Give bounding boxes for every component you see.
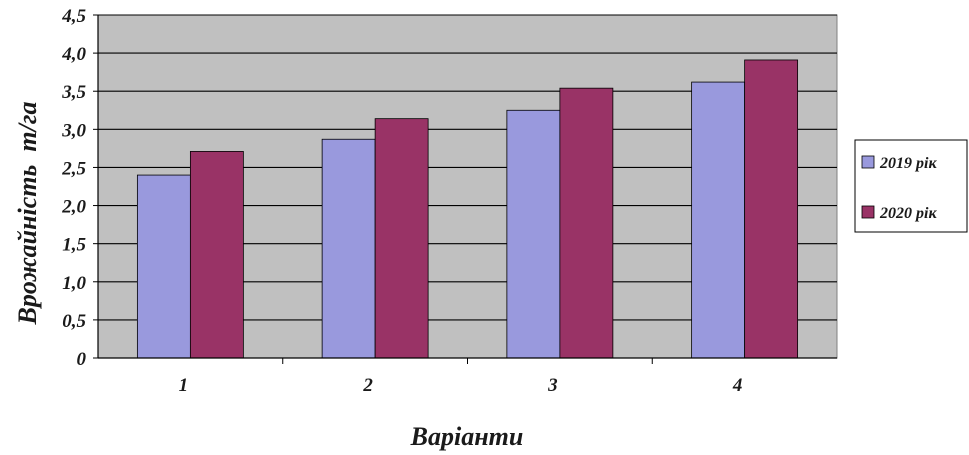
y-tick-label: 4,0 — [61, 44, 86, 65]
x-tick-label: 2 — [362, 375, 373, 396]
legend-label-2020: 2020 рік — [879, 205, 937, 222]
y-tick-label: 0,5 — [62, 311, 86, 332]
bar-2020-рік-1 — [189, 151, 244, 359]
bar-2019-рік-4 — [691, 81, 746, 359]
x-tick-label: 1 — [179, 375, 189, 396]
y-ticks: 0 0,5 1,0 1,5 2,0 2,5 3,0 3,5 4,0 4,5 — [61, 6, 98, 370]
y-tick-label: 3,5 — [61, 82, 86, 103]
legend-swatch-2020 — [861, 205, 875, 219]
legend-label-2019: 2019 рік — [879, 155, 937, 172]
y-tick-label: 4,5 — [61, 6, 86, 27]
y-tick-label: 1,0 — [62, 273, 86, 294]
y-tick-label: 0 — [77, 349, 87, 370]
x-ticks: 1 2 3 4 — [179, 358, 743, 396]
y-tick-label: 1,5 — [62, 235, 86, 256]
y-tick-label: 2,5 — [61, 158, 86, 179]
bar-2019-рік-1 — [136, 174, 191, 359]
bar-2020-рік-4 — [744, 59, 799, 359]
bar-2020-рік-3 — [559, 87, 614, 359]
y-tick-label: 3,0 — [61, 120, 86, 141]
x-tick-label: 4 — [732, 375, 743, 396]
legend: 2019 рік 2020 рік — [854, 139, 968, 233]
bars — [136, 59, 799, 359]
x-tick-label: 3 — [547, 375, 558, 396]
y-axis-title: Врожайність т/га — [13, 102, 42, 326]
y-tick-label: 2,0 — [61, 197, 86, 218]
bar-2019-рік-3 — [506, 109, 561, 359]
x-axis-title: Варіанти — [410, 422, 524, 451]
bar-2019-рік-2 — [321, 138, 376, 359]
bar-2020-рік-2 — [374, 118, 429, 359]
legend-swatch-2019 — [861, 155, 875, 169]
